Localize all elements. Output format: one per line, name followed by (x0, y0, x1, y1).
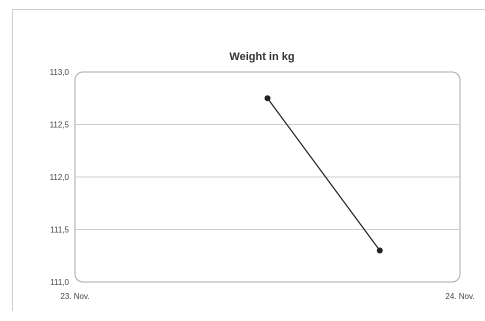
series-weight (264, 95, 383, 254)
y-tick-label: 112,5 (50, 121, 70, 130)
y-tick-label: 113,0 (50, 68, 70, 77)
series-line (267, 97, 381, 251)
y-axis-ticks: 111,0 111,5 112,0 112,5 113,0 (50, 68, 70, 287)
data-point (376, 247, 383, 254)
y-tick-label: 111,5 (50, 226, 69, 235)
y-tick-label: 112,0 (50, 173, 70, 182)
x-tick-label: 24. Nov. (445, 292, 474, 301)
x-axis-ticks: 23. Nov. 24. Nov. (60, 292, 474, 301)
x-tick-label: 23. Nov. (60, 292, 89, 301)
page-frame-left (12, 9, 13, 311)
y-tick-label: 111,0 (50, 278, 69, 287)
data-point (264, 95, 271, 102)
grid-lines (75, 124, 460, 230)
chart-title: Weight in kg (229, 51, 294, 63)
page-frame-top (12, 9, 485, 10)
